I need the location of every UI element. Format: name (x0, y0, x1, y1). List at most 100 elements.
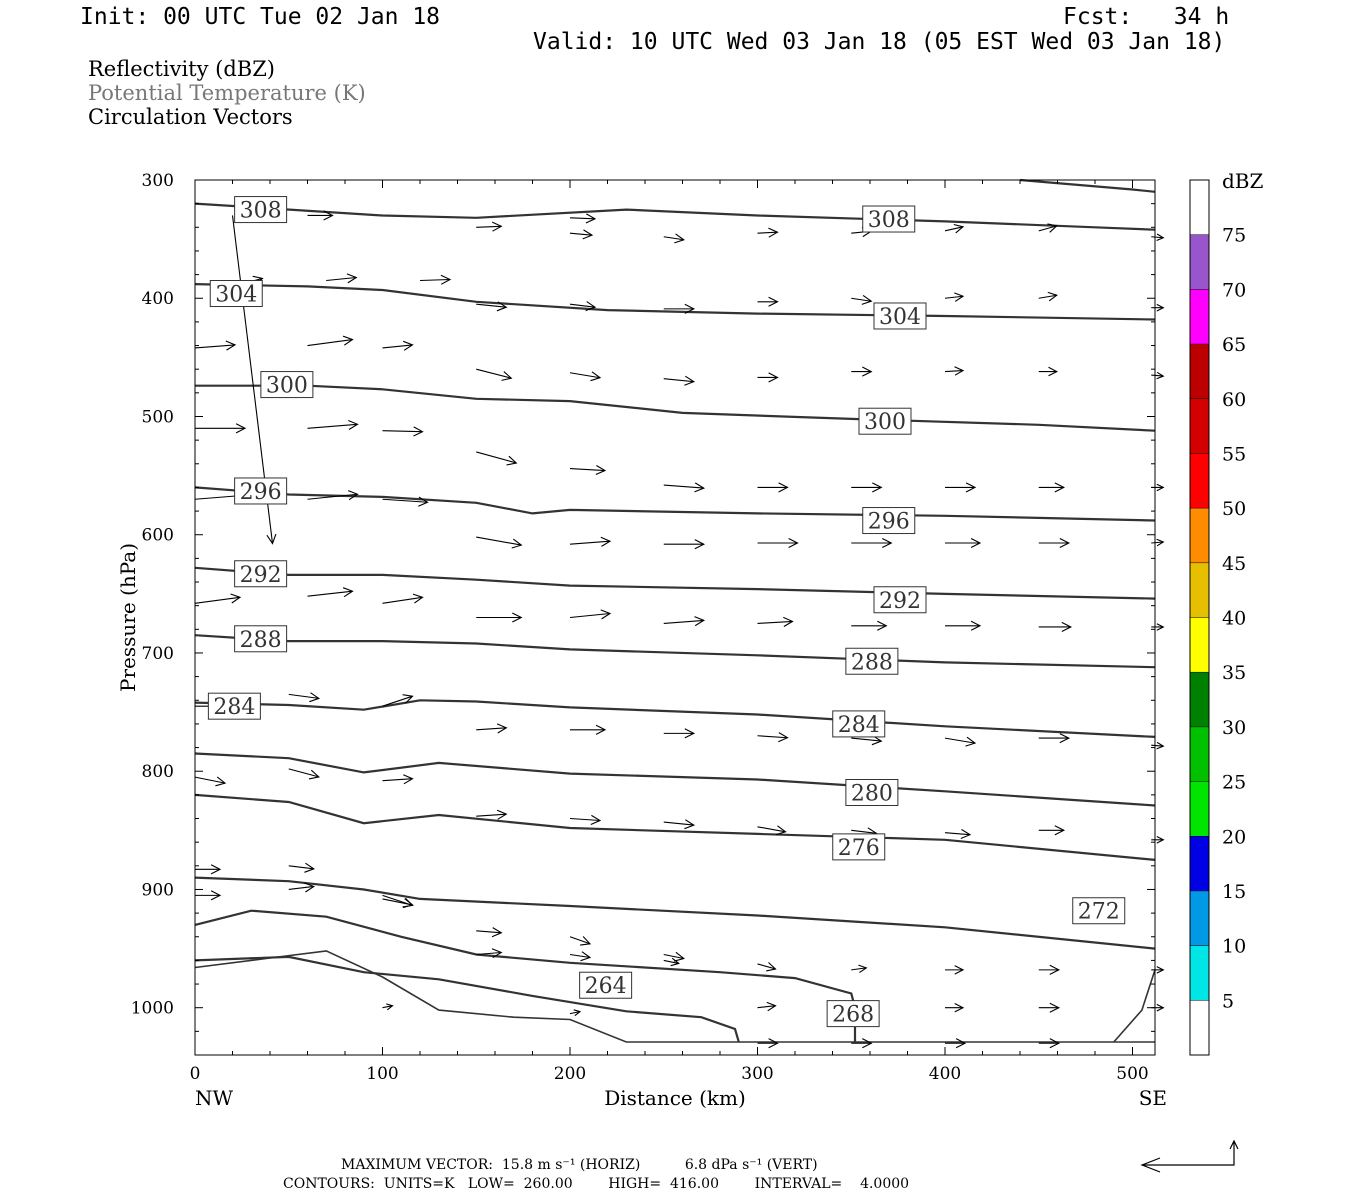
circulation-vector (476, 612, 523, 623)
x-tick-label: 300 (741, 1064, 773, 1084)
vector-head (1047, 223, 1058, 233)
y-tick-label: 400 (142, 289, 174, 309)
vector-shaft (307, 423, 358, 429)
vector-head (775, 825, 787, 836)
contour-label: 288 (234, 625, 288, 653)
vector-head (694, 616, 706, 627)
circulation-vector (1151, 371, 1165, 380)
circulation-vector (476, 809, 508, 820)
colorbar-swatch (1190, 617, 1209, 673)
contour-label: 308 (862, 205, 916, 233)
vector-shaft (569, 467, 606, 472)
circulation-vector (1038, 964, 1061, 975)
circulation-vector (757, 1038, 779, 1049)
vector-shaft (382, 1005, 393, 1009)
contour-label-text: 300 (266, 374, 308, 399)
vector-shaft (382, 596, 423, 604)
vector-head (684, 375, 696, 386)
colorbar-tick-label: 45 (1222, 553, 1246, 575)
circulation-vector (194, 593, 242, 604)
vector-head (266, 533, 277, 545)
colorbar-swatch (1190, 234, 1209, 290)
circulation-vector (382, 426, 424, 437)
circulation-vector (1038, 482, 1066, 493)
vector-head (1049, 1002, 1061, 1013)
contour-label-text: 284 (213, 695, 255, 720)
circulation-vector (851, 620, 888, 631)
circulation-vector (663, 233, 686, 244)
vector-shaft (288, 885, 314, 891)
theta-contour (194, 793, 1156, 861)
max-vector-vert: 6.8 dPa s⁻¹ (VERT) (684, 1157, 818, 1173)
circulation-vector (663, 482, 706, 493)
valid-time: Valid: 10 UTC Wed 03 Jan 18 (05 EST Wed … (533, 29, 1226, 55)
contour-label: 308 (234, 196, 288, 224)
circulation-vector (663, 303, 696, 314)
vector-shaft (569, 372, 601, 379)
vector-head (346, 273, 358, 284)
vector-shaft (382, 778, 413, 782)
circulation-vector (569, 936, 592, 946)
vector-head (1156, 538, 1165, 547)
contour-label-box (260, 371, 314, 399)
circulation-vector (851, 294, 873, 305)
contours-line: CONTOURS: UNITS=K LOW= 260.00 HIGH= 416.… (283, 1176, 910, 1192)
contour-label: 296 (234, 477, 288, 505)
contour-label-box (862, 205, 916, 233)
vector-head (882, 538, 893, 548)
colorbar-tick-label: 65 (1222, 334, 1246, 356)
circulation-vector (195, 423, 247, 434)
vector-shaft (476, 930, 502, 934)
vector-shaft (476, 368, 512, 379)
vector-head (1156, 741, 1165, 750)
contour-label-text: 308 (868, 208, 910, 233)
contour-label-text: 292 (240, 563, 282, 588)
circulation-vector (1151, 233, 1165, 242)
contour-label-text: 292 (879, 589, 921, 614)
vector-shaft (757, 826, 786, 833)
circulation-vector (945, 1038, 967, 1049)
circulation-vector (944, 829, 972, 840)
vector-head (403, 774, 414, 785)
vector-head (768, 227, 779, 238)
circulation-vector (663, 957, 680, 967)
vector-shaft (663, 953, 684, 960)
contour-label-text: 276 (838, 836, 880, 861)
circulation-vector (382, 340, 414, 351)
vector-shaft (419, 278, 451, 282)
contour-label: 284 (207, 692, 261, 720)
vector-head (673, 951, 685, 962)
vector-shaft (194, 596, 241, 604)
circulation-vector (382, 898, 414, 909)
vector-head (965, 482, 977, 493)
contour-label: 292 (234, 560, 288, 588)
vector-head (858, 964, 868, 974)
contour-label: 300 (260, 371, 314, 399)
vector-shaft (307, 590, 353, 597)
vector-head (582, 229, 594, 240)
vector-head (1156, 371, 1165, 380)
theta-contour (194, 486, 1156, 522)
contour-label: 264 (579, 971, 633, 999)
vector-head (954, 366, 965, 376)
x-tick-label: 500 (1116, 1064, 1148, 1084)
plot-frame (194, 179, 1156, 1056)
colorbar-tick-label: 75 (1222, 225, 1246, 247)
circulation-vector (569, 536, 612, 547)
circulation-vector (945, 620, 982, 631)
circulation-vector (1151, 741, 1165, 750)
circulation-vector (757, 538, 799, 548)
circulation-vector (570, 724, 607, 735)
vector-shaft (944, 737, 976, 744)
contour-label-box (207, 692, 261, 720)
y-tick-label: 900 (142, 880, 174, 900)
circulation-vector (476, 536, 523, 549)
contour-label-text: 288 (240, 628, 282, 653)
vector-head (590, 371, 602, 382)
contour-label: 304 (209, 280, 263, 308)
circulation-vector (288, 692, 321, 703)
contour-label-text: 304 (215, 283, 257, 308)
contour-label-text: 308 (240, 199, 282, 224)
vector-shaft (382, 344, 413, 349)
contour-label-text: 272 (1078, 900, 1120, 925)
